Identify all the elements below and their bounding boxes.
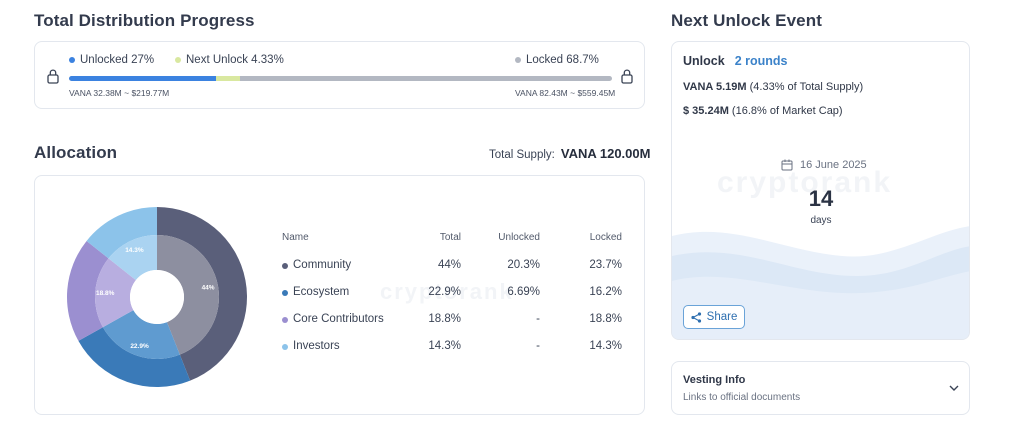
unlock-label: Unlock — [683, 54, 725, 68]
row-name: Investors — [293, 340, 340, 352]
vesting-subtitle: Links to official documents — [683, 392, 801, 403]
next-unlock-dot — [175, 57, 181, 63]
lock-icon-right — [621, 69, 633, 84]
row-unlocked: 20.3% — [507, 259, 540, 271]
row-locked: 14.3% — [589, 340, 622, 352]
investors-dot — [282, 344, 288, 350]
legend-locked: Locked 68.7% — [515, 54, 599, 66]
row-name: Core Contributors — [293, 313, 384, 325]
row-locked: 18.8% — [589, 313, 622, 325]
pie-label-core-contributors: 18.8% — [96, 290, 115, 297]
allocation-pie-chart: 44% 22.9% 18.8% 14.3% — [67, 207, 248, 387]
chevron-down-icon[interactable] — [949, 385, 959, 392]
row-total: 22.9% — [428, 286, 461, 298]
unlock-rounds-link[interactable]: 2 rounds — [734, 54, 788, 68]
total-supply-value: VANA 120.00M — [560, 146, 651, 161]
days-label: days — [810, 215, 832, 226]
pie-label-ecosystem: 22.9% — [130, 343, 149, 350]
wave-decoration — [672, 226, 969, 339]
pie-slice-ecosystem[interactable] — [78, 327, 191, 387]
legend-unlocked-label: Unlocked 27% — [80, 54, 155, 66]
pie-slice-inner-core-contributors[interactable] — [95, 258, 136, 328]
unlocked-dot — [69, 57, 75, 63]
pie-slice-inner-community[interactable] — [157, 235, 219, 355]
unlock-title: Next Unlock Event — [671, 11, 822, 30]
unlock-usd-value: $ 35.24M — [683, 105, 729, 117]
progress-bar-next-unlock — [216, 76, 240, 81]
vesting-title: Vesting Info — [683, 374, 746, 386]
ecosystem-dot — [282, 290, 288, 296]
core-contributors-dot — [282, 317, 288, 323]
legend-next-unlock: Next Unlock 4.33% — [175, 54, 284, 66]
row-name: Ecosystem — [293, 286, 350, 298]
share-icon — [691, 311, 701, 323]
progress-card: Unlocked 27% Next Unlock 4.33% Locked 68… — [34, 41, 645, 109]
lock-icon — [47, 69, 59, 84]
pie-slice-investors[interactable] — [86, 207, 157, 259]
pie-slice-inner-investors[interactable] — [108, 235, 157, 281]
row-unlocked: - — [536, 313, 540, 325]
watermark: cryptorank — [717, 166, 893, 199]
days-count: 14 — [808, 186, 834, 211]
unlock-amount-share: (4.33% of Total Supply) — [746, 81, 864, 93]
row-locked: 16.2% — [589, 286, 622, 298]
row-name: Community — [293, 259, 352, 271]
row-locked: 23.7% — [589, 259, 622, 271]
pie-slice-community[interactable] — [157, 207, 248, 381]
watermark: cryptorank — [380, 279, 514, 304]
pie-label-community: 44% — [202, 284, 215, 291]
legend-next-unlock-label: Next Unlock 4.33% — [186, 54, 284, 66]
locked-dot — [515, 57, 521, 63]
row-unlocked: - — [536, 340, 540, 352]
pie-slice-inner-ecosystem[interactable] — [102, 310, 180, 359]
row-total: 44% — [437, 259, 461, 271]
unlock-date-text: 16 June 2025 — [800, 159, 867, 171]
vesting-info-card[interactable]: Vesting Info Links to official documents — [671, 361, 970, 415]
legend-unlocked: Unlocked 27% — [69, 54, 154, 66]
unlocked-amount: VANA 32.38M ~ $219.77M — [69, 88, 170, 98]
share-button[interactable]: Share — [683, 305, 745, 329]
row-total: 18.8% — [428, 313, 461, 325]
progress-bar-unlocked — [69, 76, 216, 81]
unlock-amount: VANA 5.19M (4.33% of Total Supply) — [683, 81, 863, 93]
unlock-date: 16 June 2025 — [781, 159, 867, 171]
pie-label-investors: 14.3% — [125, 247, 144, 254]
unlock-heading: Unlock 2 rounds — [683, 54, 787, 68]
unlock-usd-share: (16.8% of Market Cap) — [728, 105, 843, 117]
legend-locked-label: Locked 68.7% — [526, 54, 599, 66]
col-locked: Locked — [589, 232, 622, 243]
total-supply: Total Supply: VANA 120.00M — [489, 146, 650, 161]
col-total: Total — [439, 232, 461, 243]
locked-amount: VANA 82.43M ~ $559.45M — [515, 88, 616, 98]
share-label: Share — [706, 311, 738, 323]
progress-title: Total Distribution Progress — [34, 11, 255, 30]
allocation-card: cryptorank 44% 22.9% 18.8% 14.3% Name Total… — [34, 175, 645, 415]
total-supply-label: Total Supply: — [489, 149, 555, 161]
progress-bar — [69, 76, 612, 81]
col-unlocked: Unlocked — [498, 232, 540, 243]
row-unlocked: 6.69% — [507, 286, 540, 298]
pie-center-hole — [130, 270, 184, 324]
col-name: Name — [282, 232, 309, 243]
row-total: 14.3% — [428, 340, 461, 352]
pie-slice-core-contributors[interactable] — [67, 240, 109, 341]
calendar-icon — [781, 159, 793, 171]
community-dot — [282, 263, 288, 269]
allocation-title: Allocation — [34, 143, 118, 162]
unlock-card: cryptorank Unlock 2 rounds VANA 5.19M (4.… — [671, 41, 970, 340]
unlock-usd: $ 35.24M (16.8% of Market Cap) — [683, 105, 843, 117]
unlock-amount-value: VANA 5.19M — [683, 81, 747, 93]
